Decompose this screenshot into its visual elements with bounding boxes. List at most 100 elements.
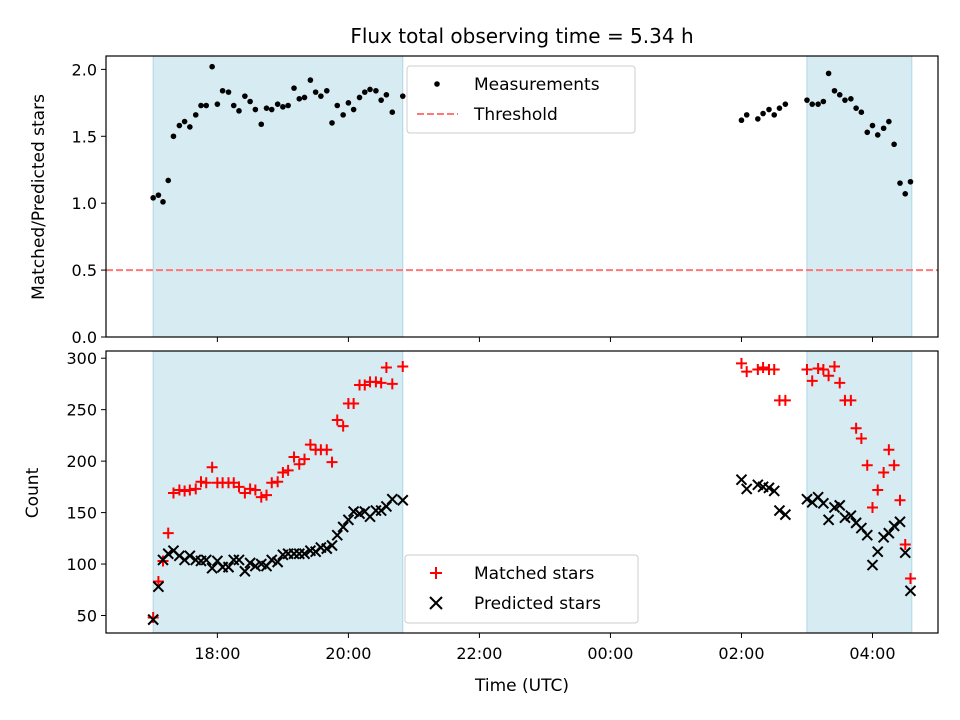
bottom-y-axis-label: Count: [23, 467, 43, 518]
predicted-star-point: [834, 499, 846, 512]
matched-star-point: [806, 375, 818, 387]
predicted-star-point: [228, 554, 240, 566]
measurement-point: [389, 109, 396, 115]
measurement-point: [192, 112, 199, 118]
measurement-point: [247, 98, 253, 105]
matched-star-point: [397, 360, 409, 372]
matched-star-point: [249, 484, 261, 496]
measurement-point: [323, 87, 330, 94]
matched-star-point: [894, 494, 906, 506]
matched-star-point: [277, 466, 289, 478]
matched-star-point: [282, 464, 294, 476]
measurement-point: [329, 120, 335, 126]
matched-star-point: [337, 420, 349, 432]
predicted-star-point: [817, 497, 830, 510]
matched-star-point: [190, 483, 202, 495]
bottom-legend-box: [404, 554, 639, 624]
legend-predicted-marker: [429, 596, 443, 610]
matched-star-point: [299, 453, 311, 465]
predicted-star-point: [861, 529, 873, 541]
measurement-point: [367, 86, 373, 93]
matched-star-point: [735, 357, 747, 369]
measurement-point: [869, 122, 876, 129]
measurement-point: [874, 132, 881, 138]
measurement-point: [825, 70, 832, 77]
legend-measurements-marker: [434, 81, 440, 87]
measurement-point: [198, 102, 204, 109]
x-tick-label: 00:00: [587, 644, 633, 663]
predicted-star-point: [845, 509, 857, 522]
measurement-point: [853, 105, 859, 111]
matched-star-point: [293, 458, 305, 470]
measurement-point: [258, 121, 265, 128]
x-axis-label: Time (UTC): [474, 676, 569, 696]
measurement-point: [373, 87, 379, 94]
measurement-point: [743, 112, 750, 118]
y-tick-label: 300: [66, 349, 97, 368]
predicted-star-point: [894, 516, 906, 528]
predicted-star-point: [779, 508, 792, 521]
matched-star-point: [173, 484, 185, 496]
legend-matched-label: Matched stars: [474, 564, 594, 584]
predicted-star-point: [222, 561, 235, 573]
measurement-point: [176, 122, 183, 129]
matched-star-point: [845, 394, 857, 406]
predicted-star-point: [239, 565, 251, 577]
predicted-star-point: [206, 562, 218, 574]
measurement-point: [203, 102, 210, 109]
predicted-star-point: [386, 493, 398, 505]
predicted-star-point: [293, 548, 305, 560]
predicted-star-point: [370, 504, 382, 517]
predicted-star-point: [735, 473, 748, 486]
y-tick-label: 0.5: [72, 261, 97, 280]
matched-star-point: [757, 361, 769, 373]
matched-star-point: [261, 489, 273, 501]
predicted-star-point: [763, 482, 775, 494]
y-tick-label: 1.0: [72, 194, 97, 213]
x-tick-label: 04:00: [849, 644, 895, 663]
matched-star-point: [244, 483, 256, 495]
predicted-star-point: [801, 493, 813, 505]
matched-star-point: [288, 451, 300, 463]
matched-star-point: [195, 476, 207, 488]
measurement-point: [296, 96, 303, 102]
top-axes-frame: [105, 55, 939, 338]
measurement-point: [836, 92, 843, 98]
matched-star-point: [801, 364, 813, 376]
matched-star-point: [904, 572, 916, 584]
measurement-point: [782, 101, 789, 107]
measurement-point: [307, 77, 314, 83]
measurement-point: [291, 85, 297, 91]
measurement-point: [334, 102, 341, 109]
predicted-star-point: [397, 494, 409, 506]
predicted-star-point: [152, 580, 165, 593]
matched-star-point: [331, 414, 343, 426]
matched-star-point: [375, 377, 387, 389]
predicted-star-point: [288, 548, 300, 560]
matched-star-point: [184, 484, 196, 496]
measurement-point: [285, 102, 291, 109]
matched-star-point: [768, 364, 780, 376]
measurement-point: [738, 117, 745, 124]
measurement-point: [280, 104, 286, 110]
matched-star-point: [326, 456, 338, 468]
x-tick-label: 02:00: [718, 644, 764, 663]
measurement-point: [831, 87, 838, 94]
measurement-point: [361, 89, 368, 95]
measurement-point: [165, 177, 172, 184]
predicted-star-point: [271, 556, 284, 568]
bottom-y-ticks: 50 100 150 200 250 300: [66, 349, 106, 626]
matched-star-point: [200, 477, 212, 489]
predicted-star-point: [337, 521, 349, 533]
measurement-point: [842, 97, 848, 103]
measurement-point: [820, 98, 827, 105]
predicted-star-point: [904, 585, 917, 597]
predicted-star-point: [872, 545, 884, 558]
matched-star-point: [855, 432, 867, 444]
measurement-point: [356, 94, 363, 101]
y-tick-label: 150: [66, 504, 97, 523]
top-legend: Measurements Threshold: [406, 65, 636, 134]
matched-star-point: [386, 378, 398, 390]
predicted-stars-points: [147, 473, 917, 626]
measurement-point: [170, 133, 177, 140]
